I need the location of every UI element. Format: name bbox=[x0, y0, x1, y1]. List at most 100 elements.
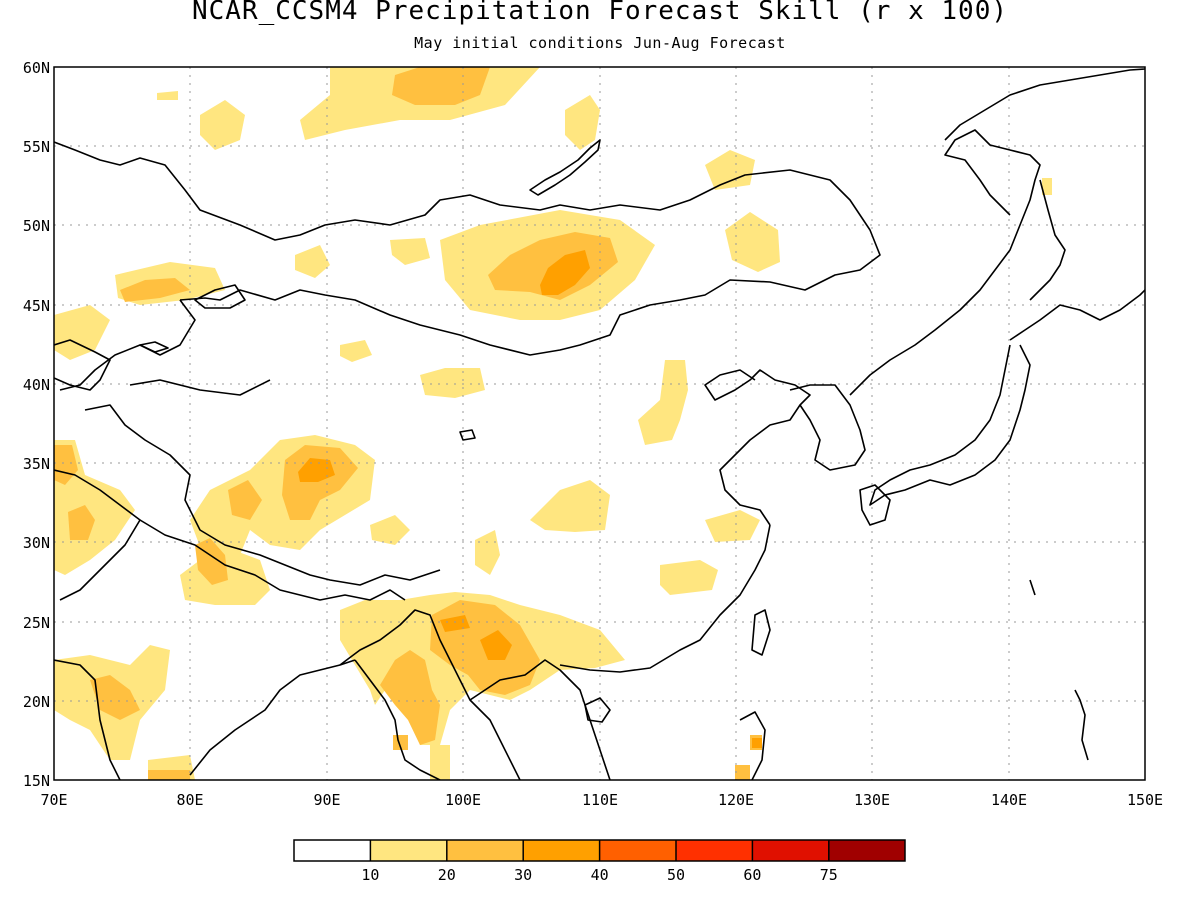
lon-label: 120E bbox=[718, 791, 754, 809]
skill-area-south-3 bbox=[735, 765, 750, 780]
lat-label: 50N bbox=[23, 217, 50, 235]
coast-philippines bbox=[739, 711, 766, 780]
colorbar-label: 20 bbox=[438, 866, 456, 884]
lat-label: 30N bbox=[23, 534, 50, 552]
colorbar-swatch bbox=[523, 840, 600, 861]
skill-area-tiny-2 bbox=[1042, 178, 1052, 195]
map-title: NCAR_CCSM4 Precipitation Forecast Skill … bbox=[191, 0, 1008, 26]
coast-india-east bbox=[189, 659, 356, 776]
border-north bbox=[54, 141, 881, 356]
map-subtitle: May initial conditions Jun-Aug Forecast bbox=[414, 34, 786, 52]
skill-area-pakistan bbox=[68, 505, 95, 540]
colorbar-swatch bbox=[599, 840, 676, 861]
skill-area-amur bbox=[705, 150, 755, 190]
coastlines-borders bbox=[54, 68, 1145, 780]
skill-area-tibet-peak bbox=[298, 458, 335, 482]
skill-area-gansu bbox=[420, 368, 485, 398]
skill-area-tarim-n bbox=[390, 238, 430, 265]
coast-south-china bbox=[559, 524, 771, 673]
lake-baikal bbox=[529, 139, 601, 196]
lat-label: 60N bbox=[23, 59, 50, 77]
coast-japan-honshu bbox=[869, 344, 1031, 506]
skill-shading bbox=[54, 67, 1052, 780]
skill-area-manchuria bbox=[725, 212, 780, 272]
skill-area-lop bbox=[340, 340, 372, 362]
skill-area-siberia-core bbox=[392, 67, 490, 105]
lat-label: 20N bbox=[23, 693, 50, 711]
coast-sakhalin bbox=[1029, 179, 1066, 301]
coast-myanmar bbox=[354, 659, 441, 780]
coast-okhotsk bbox=[944, 68, 1145, 141]
colorbar-swatch bbox=[294, 840, 371, 861]
colorbar-swatch bbox=[676, 840, 753, 861]
border-india-n bbox=[139, 519, 406, 601]
coast-japan-hokkaido bbox=[1009, 289, 1145, 341]
skill-area-tibet-core bbox=[282, 445, 358, 520]
lat-label: 25N bbox=[23, 614, 50, 632]
skill-area-sea-s bbox=[430, 745, 450, 780]
islands-east bbox=[1074, 689, 1089, 761]
colorbar-label: 30 bbox=[514, 866, 532, 884]
colorbar-label: 40 bbox=[591, 866, 609, 884]
border-afpak bbox=[54, 469, 141, 601]
skill-area-south-2 bbox=[148, 770, 190, 780]
lake-qinghai bbox=[459, 429, 476, 441]
lon-label: 130E bbox=[854, 791, 890, 809]
skill-area-baikal-south bbox=[565, 95, 600, 150]
border-myanmar bbox=[339, 609, 521, 780]
lat-label: 55N bbox=[23, 138, 50, 156]
lon-labels: 70E 80E 90E 100E 110E 120E 130E 140E 150… bbox=[40, 791, 1163, 809]
grid-lines bbox=[54, 67, 1145, 780]
skill-area-hunan bbox=[660, 560, 718, 595]
skill-area-shanxi bbox=[638, 360, 688, 445]
skill-area-jiangsu bbox=[705, 510, 760, 542]
colorbar: 10 20 30 40 50 60 75 bbox=[293, 839, 906, 884]
lon-label: 80E bbox=[176, 791, 203, 809]
skill-area-mongolia-peak bbox=[540, 250, 590, 295]
skill-area-south-1 bbox=[393, 735, 408, 750]
coast-korea bbox=[789, 384, 866, 471]
border-tibet bbox=[84, 404, 441, 586]
islands-mariana bbox=[1029, 579, 1036, 596]
lat-label: 45N bbox=[23, 297, 50, 315]
coast-japan-kyushu bbox=[859, 484, 891, 526]
lat-label: 40N bbox=[23, 376, 50, 394]
lon-label: 140E bbox=[991, 791, 1027, 809]
skill-area-west-siberia bbox=[200, 100, 245, 150]
lon-label: 110E bbox=[582, 791, 618, 809]
colorbar-label: 75 bbox=[820, 866, 838, 884]
lat-label: 15N bbox=[23, 772, 50, 790]
skill-area-yunnan-peak bbox=[480, 630, 512, 660]
skill-area-myanmar bbox=[380, 650, 440, 745]
coast-aral bbox=[54, 339, 111, 391]
skill-area-sichuan bbox=[530, 480, 610, 532]
lat-labels: 15N 20N 25N 30N 35N 40N 45N 50N 55N 60N bbox=[23, 59, 50, 790]
skill-area-aral bbox=[54, 305, 110, 360]
border-gansu bbox=[129, 379, 271, 396]
coast-hainan bbox=[584, 697, 611, 723]
skill-area-taiwan-peak bbox=[752, 738, 762, 748]
skill-area-india-core bbox=[90, 675, 140, 720]
lat-label: 35N bbox=[23, 455, 50, 473]
colorbar-label: 60 bbox=[743, 866, 761, 884]
skill-area-tibet-w bbox=[228, 480, 262, 520]
colorbar-swatch bbox=[752, 840, 829, 861]
coast-taiwan bbox=[751, 609, 771, 656]
lake-issyk bbox=[139, 341, 169, 353]
skill-area-kazakh-core bbox=[120, 278, 190, 302]
lon-label: 100E bbox=[445, 791, 481, 809]
colorbar-label: 10 bbox=[361, 866, 379, 884]
lon-label: 70E bbox=[40, 791, 67, 809]
skill-area-qinghai bbox=[370, 515, 410, 545]
coast-far-east bbox=[849, 129, 1041, 396]
colorbar-label: 50 bbox=[667, 866, 685, 884]
lon-label: 90E bbox=[313, 791, 340, 809]
skill-area-tiny-1 bbox=[157, 91, 178, 100]
lon-label: 150E bbox=[1127, 791, 1163, 809]
coast-china-east bbox=[704, 369, 811, 526]
coast-india-west bbox=[54, 659, 121, 780]
skill-area-altai bbox=[295, 245, 330, 278]
coast-balkhash bbox=[194, 284, 246, 309]
colorbar-swatch bbox=[370, 840, 447, 861]
